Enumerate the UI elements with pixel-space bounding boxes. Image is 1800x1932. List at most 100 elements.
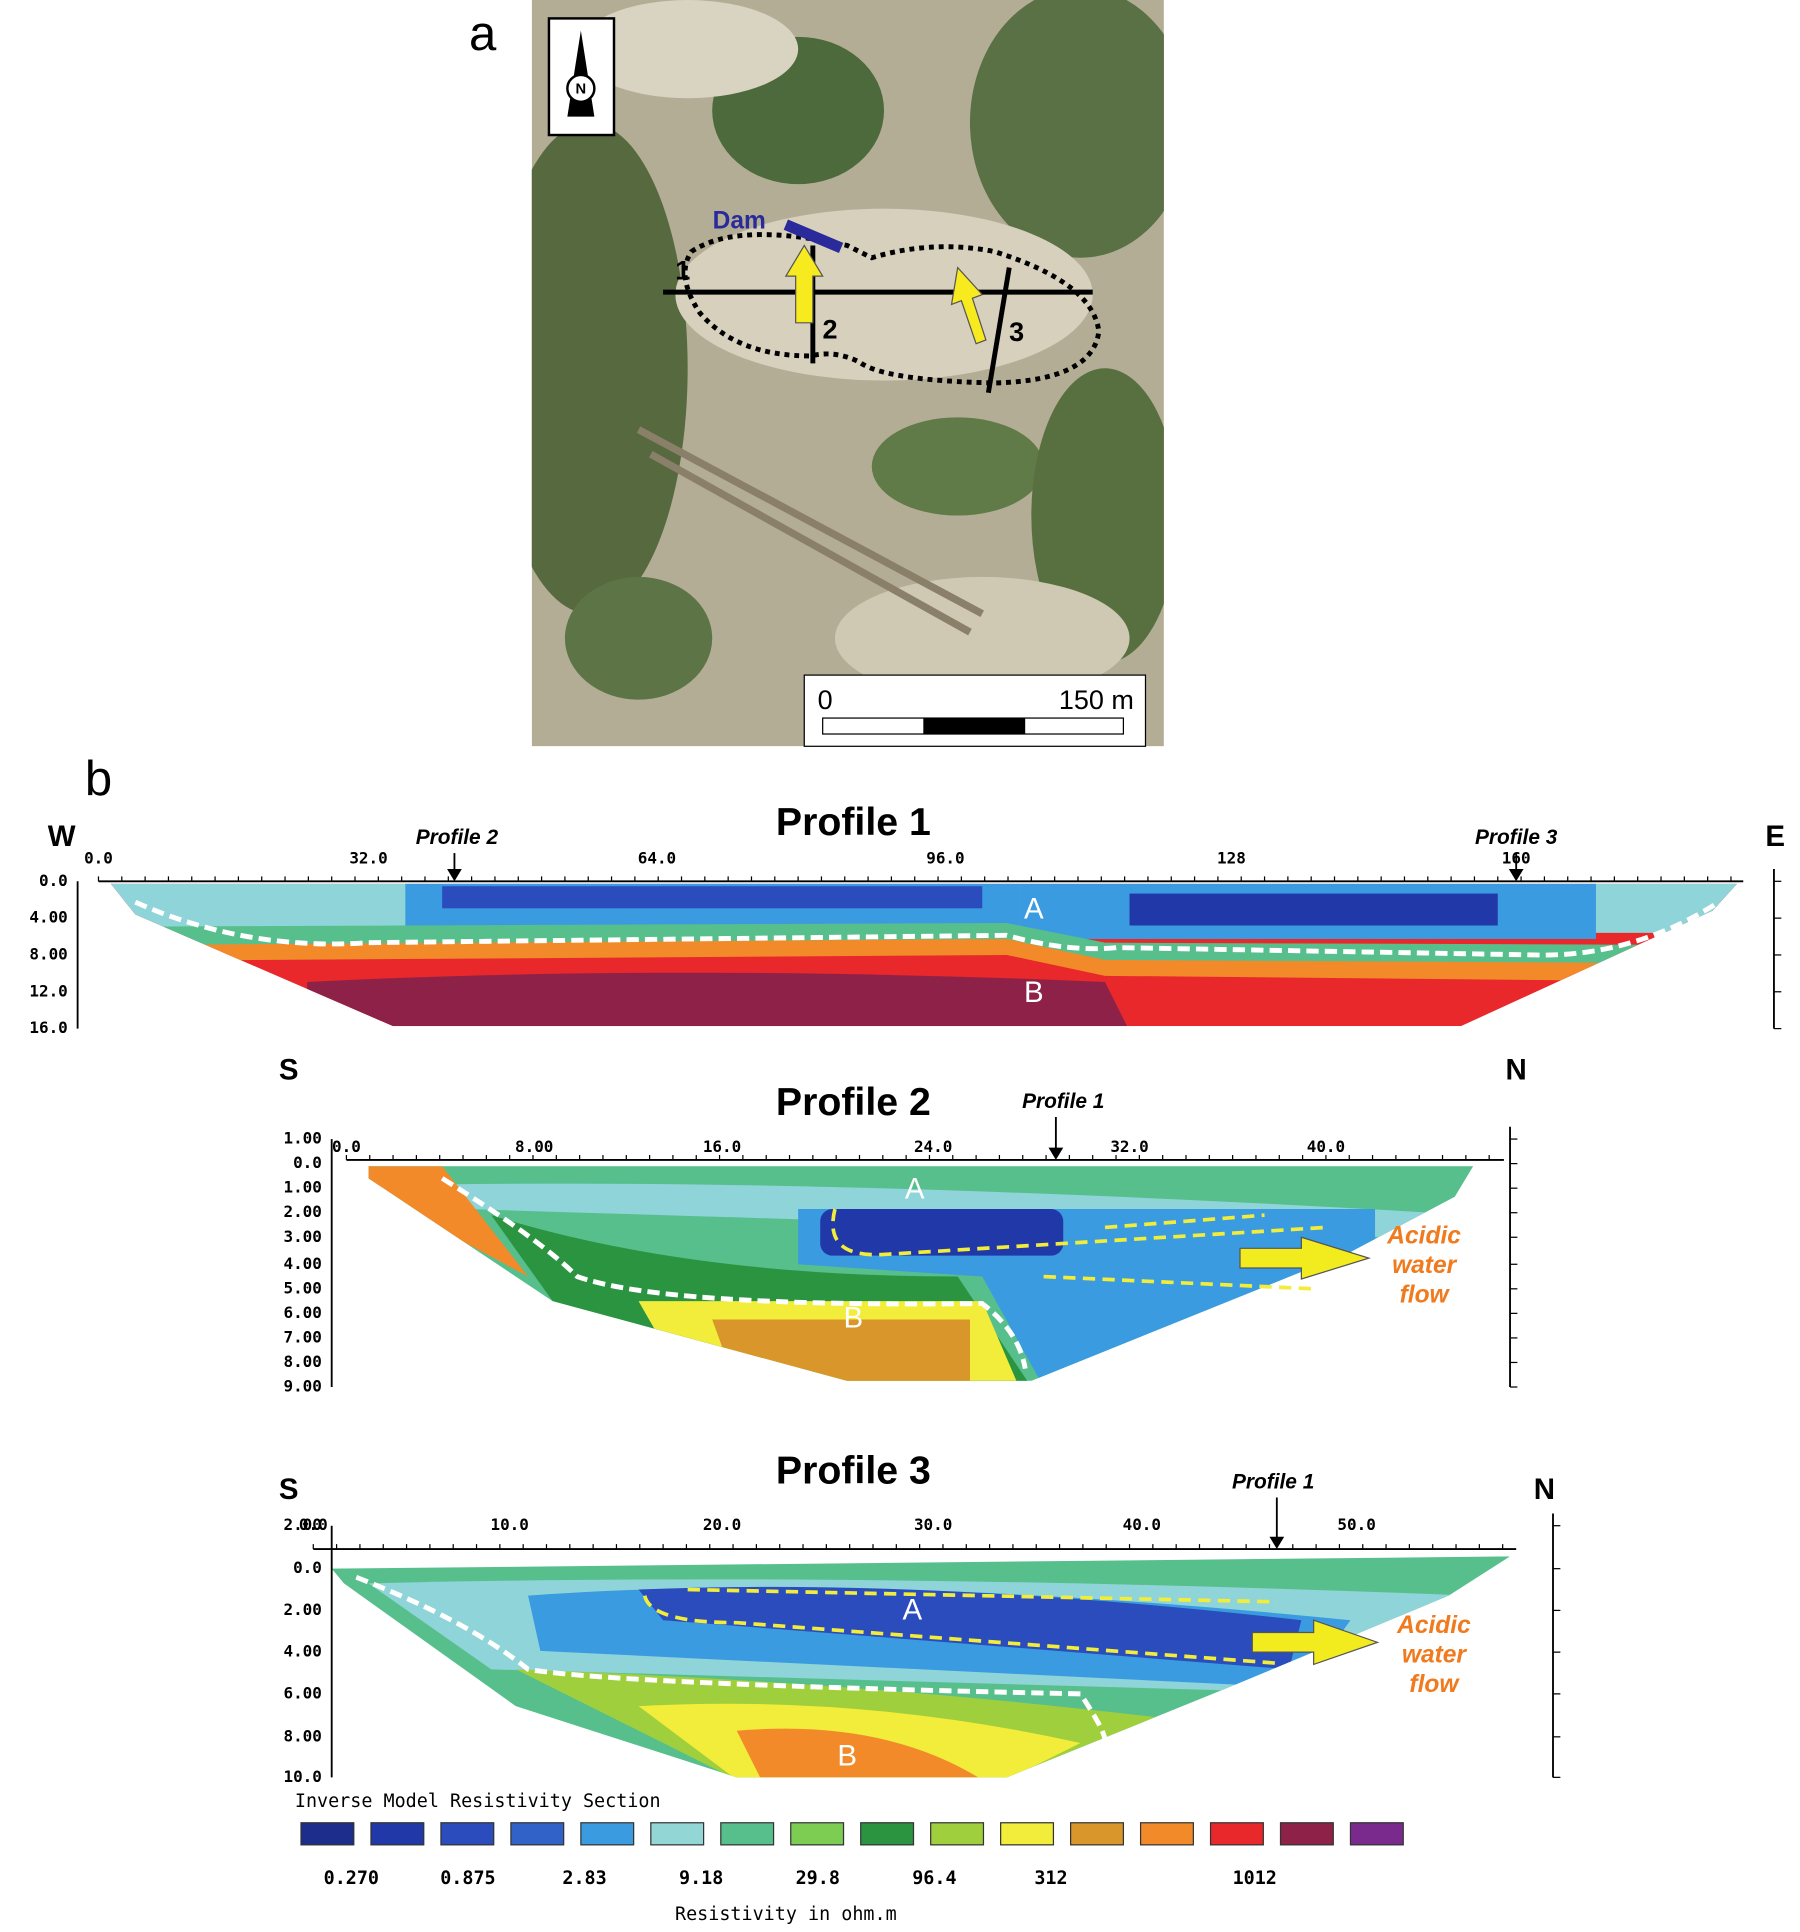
profile-number: 2	[823, 315, 838, 345]
x-tick-label: 20.0	[703, 1515, 741, 1534]
section-3	[331, 1556, 1511, 1778]
legend-swatch	[580, 1822, 635, 1846]
boundary	[642, 1587, 1277, 1666]
direction-left: S	[279, 1473, 299, 1506]
y-tick-label: 8.00	[29, 944, 67, 963]
x-tick-label: 30.0	[914, 1515, 952, 1534]
y-tick-label: 6.00	[283, 1683, 321, 1702]
y-tick-label: 4.00	[283, 1642, 321, 1661]
legend-label: 29.8	[796, 1868, 840, 1889]
boundary	[440, 1176, 1028, 1370]
north-circle	[566, 73, 596, 104]
boundary	[831, 1208, 1327, 1257]
y-tick-label: 4.00	[283, 1254, 321, 1273]
direction-right: N	[1506, 1053, 1527, 1086]
x-tick-label: 32.0	[1110, 1137, 1148, 1156]
annotation: water	[1402, 1641, 1468, 1668]
y-tick-label: 6.00	[283, 1303, 321, 1322]
flow-arrow	[1239, 1236, 1371, 1280]
legend-swatch	[1209, 1822, 1264, 1846]
crossing-label: Profile 2	[416, 826, 499, 849]
legend-swatch	[930, 1822, 985, 1846]
y-tick-label: 7.00	[283, 1327, 321, 1346]
profile-title: Profile 1	[776, 800, 931, 844]
boundary	[1043, 1213, 1314, 1291]
pond-outline	[682, 232, 1102, 386]
profile-number: 1	[675, 256, 690, 286]
legend-swatch	[790, 1822, 845, 1846]
direction-right: E	[1765, 820, 1785, 853]
y-tick-label: 2.00	[283, 1600, 321, 1619]
zone-label: B	[844, 1301, 864, 1334]
x-tick-label: 96.0	[926, 849, 964, 868]
legend-swatch	[1000, 1822, 1055, 1846]
north-label: N	[576, 81, 587, 97]
x-tick-label: 0.0	[84, 849, 113, 868]
boundary	[355, 1574, 1108, 1741]
y-tick-label: 12.0	[29, 981, 67, 1000]
legend-label: 96.4	[912, 1868, 956, 1889]
dam-mark	[783, 219, 844, 254]
zone-label: A	[902, 1593, 922, 1626]
direction-left: S	[279, 1053, 299, 1086]
dam-label: Dam	[713, 208, 766, 235]
zone-label: B	[1024, 976, 1044, 1009]
x-tick-label: 16.0	[703, 1137, 741, 1156]
y-tick-label: 9.00	[283, 1377, 321, 1396]
annotation: water	[1392, 1252, 1458, 1279]
x-tick-label: 64.0	[638, 849, 676, 868]
flow-arrow	[1251, 1619, 1380, 1666]
annotation: flow	[1409, 1671, 1460, 1698]
panel-label: a	[469, 7, 497, 61]
y-tick-label: 0.0	[39, 871, 68, 890]
flow-arrow	[950, 266, 987, 345]
direction-left: W	[48, 820, 76, 853]
x-tick-label: 0.0	[299, 1515, 328, 1534]
legend-label: 312	[1034, 1868, 1067, 1889]
zone-label: A	[1024, 893, 1044, 926]
x-tick-label: 0.0	[332, 1137, 361, 1156]
crossing-arrow-head	[447, 869, 462, 882]
x-tick-label: 40.0	[1307, 1137, 1345, 1156]
legend-swatch	[370, 1822, 425, 1846]
legend-label: 2.83	[562, 1868, 606, 1889]
x-tick-label: 24.0	[914, 1137, 952, 1156]
y-tick-label: 3.00	[283, 1227, 321, 1246]
x-tick-label: 32.0	[349, 849, 387, 868]
legend-swatch	[1070, 1822, 1125, 1846]
y-tick-label: 1.00	[283, 1178, 321, 1197]
legend-swatch	[510, 1822, 565, 1846]
boundary	[134, 899, 1721, 958]
legend-title: Inverse Model Resistivity Section	[295, 1791, 661, 1812]
zone-label: A	[905, 1172, 925, 1205]
x-tick-label: 128	[1217, 849, 1246, 868]
annotation: Acidic	[1396, 1612, 1471, 1639]
legend-swatch	[1349, 1822, 1404, 1846]
crossing-label: Profile 3	[1475, 826, 1558, 849]
direction-right: N	[1534, 1473, 1555, 1506]
y-tick-label: 8.00	[283, 1726, 321, 1745]
legend-label: 0.875	[440, 1868, 495, 1889]
x-tick-label: 10.0	[490, 1515, 528, 1534]
y-tick-label: 1.00	[283, 1129, 321, 1148]
x-tick-label: 50.0	[1337, 1515, 1375, 1534]
y-tick-label: 5.00	[283, 1278, 321, 1297]
legend-swatch	[440, 1822, 495, 1846]
section-1	[110, 883, 1738, 1027]
legend-swatch	[300, 1822, 355, 1846]
y-tick-label: 0.0	[293, 1558, 322, 1577]
legend-label: 9.18	[679, 1868, 723, 1889]
profile-title: Profile 3	[776, 1448, 931, 1492]
profile-title: Profile 2	[776, 1080, 931, 1124]
scale-end: 150 m	[1059, 685, 1134, 715]
y-tick-label: 16.0	[29, 1018, 67, 1037]
y-tick-label: 2.00	[283, 1515, 321, 1534]
profile-number: 3	[1009, 317, 1024, 347]
annotation: Acidic	[1386, 1223, 1461, 1250]
y-tick-label: 2.00	[283, 1202, 321, 1221]
legend-label: 0.270	[324, 1868, 379, 1889]
line-3	[985, 267, 1012, 394]
crossing-arrow-head	[1269, 1536, 1285, 1550]
crossing-arrow-head	[1508, 869, 1524, 882]
crossing-label: Profile 1	[1232, 1470, 1314, 1493]
